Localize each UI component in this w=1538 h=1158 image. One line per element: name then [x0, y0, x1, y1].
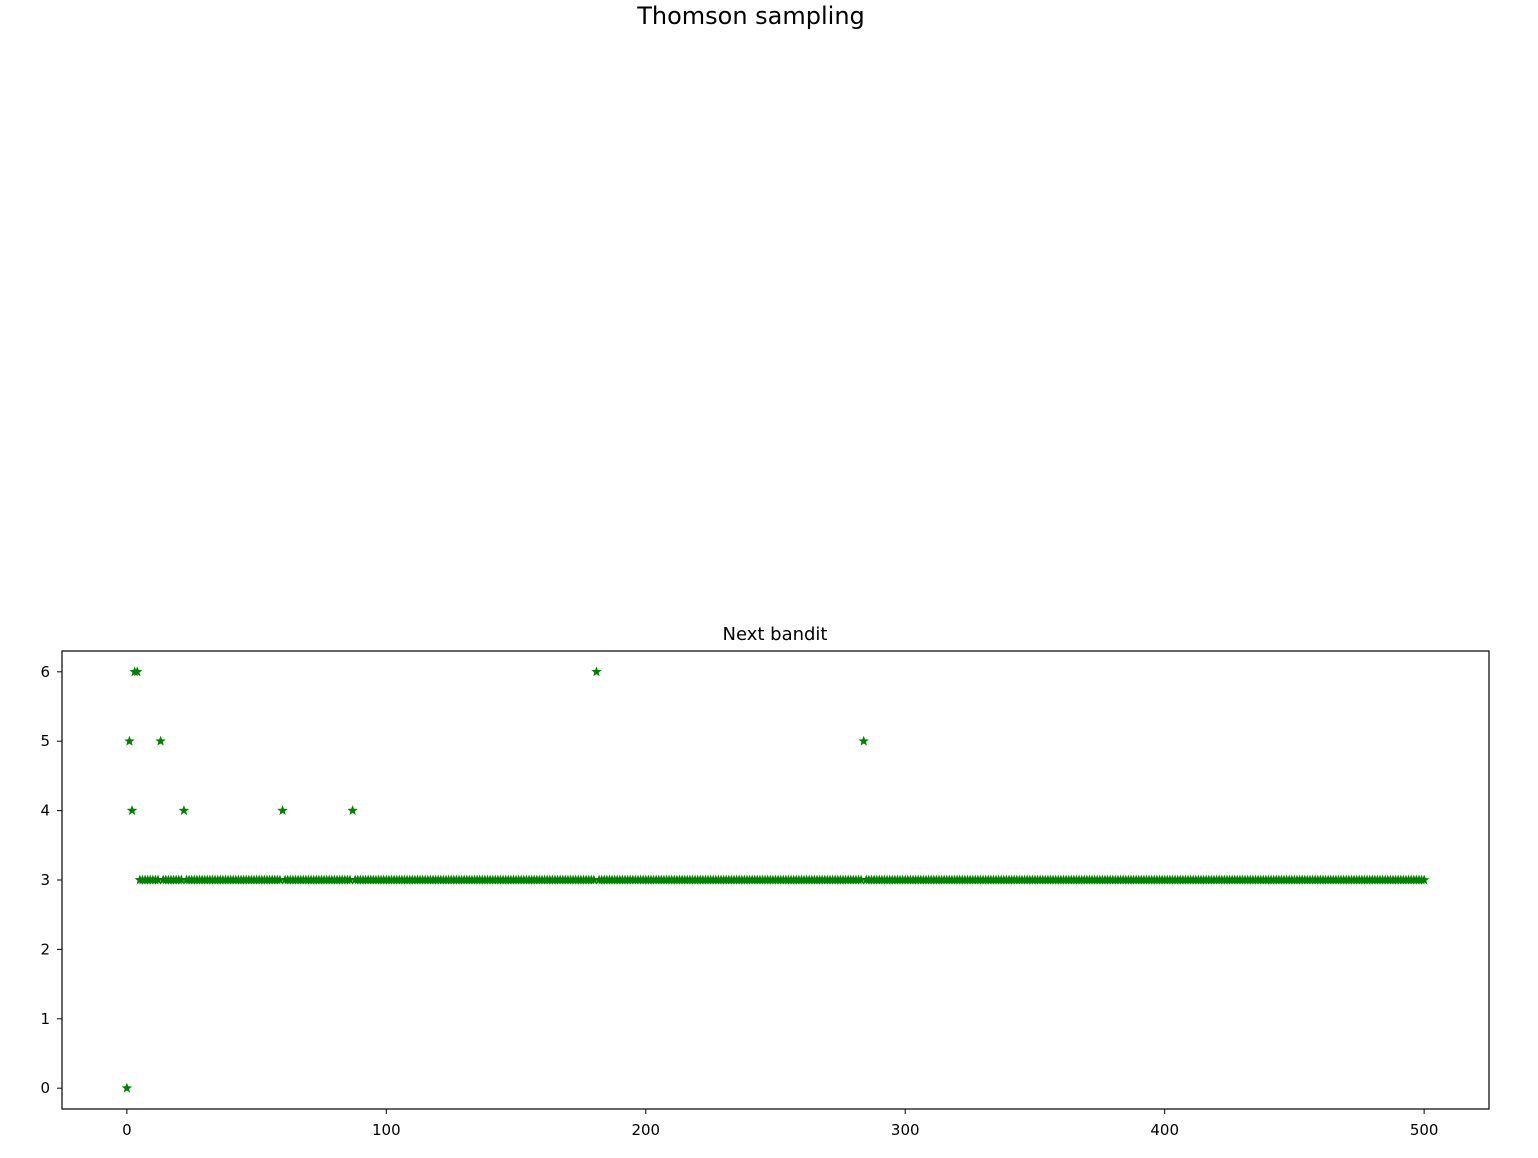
y-tick-label: 4 — [40, 802, 50, 820]
x-tick-label: 200 — [631, 1121, 660, 1139]
data-point — [855, 874, 867, 885]
y-tick-label: 2 — [40, 940, 50, 958]
data-point — [591, 666, 602, 677]
data-point — [347, 805, 358, 816]
data-point — [277, 805, 288, 816]
figure-title: Thomson sampling — [637, 2, 865, 30]
plot-area-frame — [61, 650, 1490, 1110]
y-tick-label: 0 — [40, 1079, 50, 1097]
data-point — [858, 735, 869, 746]
data-point — [121, 1082, 133, 1093]
data-point — [132, 666, 143, 677]
y-tick-label: 1 — [40, 1010, 50, 1028]
data-point — [176, 874, 187, 885]
y-tick-label: 5 — [40, 732, 50, 750]
x-axis: 0 100 200 300 400 500 — [122, 1109, 1438, 1139]
x-tick-label: 400 — [1150, 1121, 1179, 1139]
x-tick-label: 0 — [122, 1121, 132, 1139]
data-point — [344, 874, 356, 885]
y-axis: 0 1 2 3 4 5 6 — [40, 663, 62, 1097]
data-point — [155, 735, 166, 746]
data-point — [1418, 874, 1430, 885]
y-tick-label: 3 — [40, 871, 50, 889]
y-tick-label: 6 — [40, 663, 50, 681]
x-tick-label: 100 — [372, 1121, 401, 1139]
axes-title: Next bandit — [722, 624, 827, 645]
data-point — [274, 874, 286, 885]
x-tick-label: 500 — [1410, 1121, 1439, 1139]
data-point — [126, 805, 138, 816]
x-tick-label: 300 — [891, 1121, 920, 1139]
data-markers — [121, 666, 1430, 1093]
data-point — [178, 805, 190, 816]
data-point — [588, 874, 600, 885]
data-point — [152, 874, 164, 885]
data-point — [124, 735, 135, 746]
